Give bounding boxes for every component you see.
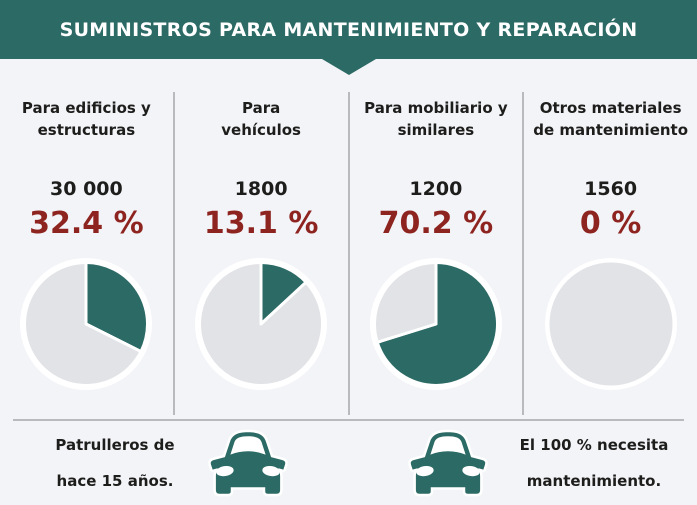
pie-chart	[0, 254, 173, 394]
category-title: Para vehículos	[221, 99, 301, 139]
amount-value: 30 000	[50, 178, 123, 200]
chart-column-vehiculos: Para vehículos 1800 13.1 %	[175, 92, 350, 415]
banner-pointer-triangle	[321, 59, 376, 75]
percent-value: 70.2 %	[378, 205, 494, 241]
amount-value: 1200	[409, 178, 463, 200]
footer-divider	[13, 419, 684, 421]
page-title: SUMINISTROS PARA MANTENIMIENTO Y REPARAC…	[59, 18, 638, 41]
police-car-icon	[204, 425, 292, 501]
percent-value: 13.1 %	[203, 205, 319, 241]
pie-chart	[524, 254, 697, 394]
footer: Patrulleros de hace 15 años. El 100 % ne…	[0, 425, 697, 501]
percent-value: 0 %	[579, 205, 642, 241]
chart-column-otros: Otros materiales de mantenimiento 1560 0…	[524, 92, 697, 415]
category-title: Otros materiales de mantenimiento	[533, 99, 689, 139]
footer-left-text: Patrulleros de hace 15 años.	[55, 436, 175, 490]
amount-value: 1560	[584, 178, 638, 200]
police-car-icon	[404, 425, 492, 501]
chart-column-edificios: Para edificios y estructuras 30 000 32.4…	[0, 92, 175, 415]
percent-value: 32.4 %	[29, 205, 144, 241]
chart-column-mobiliario: Para mobiliario y similares 1200 70.2 %	[350, 92, 525, 415]
category-title: Para mobiliario y similares	[364, 99, 508, 139]
pie-chart	[175, 254, 348, 394]
footer-right-text: El 100 % necesita mantenimiento.	[519, 436, 669, 490]
category-title: Para edificios y estructuras	[21, 99, 151, 139]
pie-chart	[350, 254, 523, 394]
header-banner: SUMINISTROS PARA MANTENIMIENTO Y REPARAC…	[0, 0, 697, 59]
chart-columns: Para edificios y estructuras 30 000 32.4…	[0, 92, 697, 415]
amount-value: 1800	[234, 178, 288, 200]
